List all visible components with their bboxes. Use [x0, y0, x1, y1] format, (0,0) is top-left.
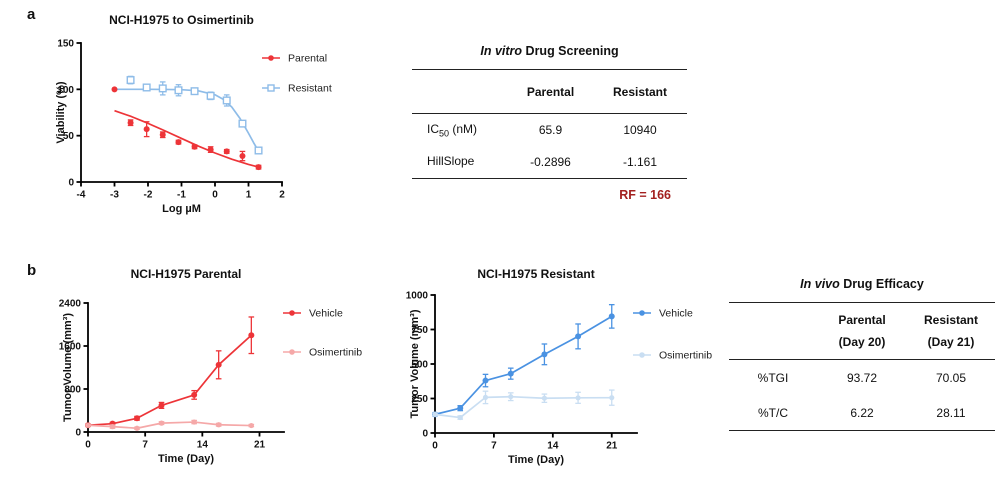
panel-a-label: a: [27, 6, 36, 23]
svg-text:2400: 2400: [59, 299, 82, 310]
in-vivo-table: In vivo Drug Efficacy Parental (Day 20) R…: [729, 272, 995, 431]
in-vivo-title-italic: In vivo: [800, 277, 840, 291]
hillslope-parental-value: -0.2896: [530, 155, 571, 169]
in-vivo-header-row: Parental (Day 20) Resistant (Day 21): [729, 303, 995, 360]
svg-text:100: 100: [57, 85, 74, 96]
hillslope-row-label: HillSlope: [427, 153, 475, 168]
svg-text:750: 750: [411, 325, 428, 336]
svg-text:50: 50: [63, 131, 75, 142]
svg-text:14: 14: [197, 440, 209, 451]
in-vitro-title-italic: In vitro: [480, 44, 523, 58]
svg-text:0: 0: [68, 178, 74, 189]
svg-text:14: 14: [547, 441, 559, 452]
hillslope-resistant-value: -1.161: [622, 155, 658, 169]
col-header-resistant: Resistant: [612, 84, 668, 99]
in-vivo-title-rest: Drug Efficacy: [839, 277, 924, 291]
svg-text:Time (Day): Time (Day): [158, 453, 214, 465]
svg-text:Resistant: Resistant: [288, 83, 332, 95]
ic50-row: IC50 (nM) 65.9 10940: [412, 114, 687, 146]
in-vivo-table-body: Parental (Day 20) Resistant (Day 21) %TGI …: [729, 302, 995, 431]
svg-text:-1: -1: [177, 190, 186, 201]
svg-text:1000: 1000: [406, 291, 429, 302]
tc-row: %T/C 6.22 28.11: [729, 395, 995, 430]
svg-text:Time (Day): Time (Day): [508, 454, 564, 466]
svg-text:Vehicle: Vehicle: [309, 308, 343, 320]
svg-text:0: 0: [212, 190, 218, 201]
svg-text:NCI-H1975 Resistant: NCI-H1975 Resistant: [477, 267, 594, 281]
svg-text:2: 2: [279, 190, 285, 201]
svg-text:Vehicle: Vehicle: [659, 308, 693, 320]
tc-resistant-value: 28.11: [936, 405, 966, 420]
resistance-factor-note: RF = 166: [619, 188, 671, 202]
svg-text:0: 0: [432, 441, 438, 452]
svg-text:Parental: Parental: [288, 53, 327, 65]
in-vitro-table-body: Parental Resistant IC50 (nM) 65.9 10940 …: [412, 69, 687, 179]
in-vitro-title-rest: Drug Screening: [522, 44, 619, 58]
ic50-parental-value: 65.9: [538, 123, 563, 137]
panel-b-label: b: [27, 262, 37, 279]
svg-text:21: 21: [254, 440, 266, 451]
ic50-resistant-value: 10940: [623, 123, 657, 137]
svg-text:Log µM: Log µM: [162, 203, 201, 215]
svg-text:-4: -4: [77, 190, 86, 201]
svg-text:Viability (%): Viability (%): [55, 81, 67, 143]
svg-text:7: 7: [142, 440, 148, 451]
svg-text:Tumor Volume (mm³): Tumor Volume (mm³): [62, 313, 74, 422]
svg-text:150: 150: [57, 39, 74, 50]
svg-text:NCI-H1975 Parental: NCI-H1975 Parental: [131, 267, 242, 281]
svg-text:NCI-H1975 to Osimertinib: NCI-H1975 to Osimertinib: [109, 13, 254, 27]
col-header-parental: Parental: [526, 84, 575, 99]
ic50-row-label: IC50 (nM): [427, 121, 478, 139]
svg-text:-2: -2: [144, 190, 153, 201]
svg-text:1: 1: [246, 190, 252, 201]
svg-text:0: 0: [422, 429, 428, 440]
tc-row-label: %T/C: [758, 405, 788, 420]
col-header-parental: Parental (Day 20): [838, 312, 886, 349]
tgi-resistant-value: 70.05: [935, 370, 967, 385]
tgi-row-label: %TGI: [757, 370, 789, 385]
in-vitro-table-title: In vitro Drug Screening: [412, 36, 687, 69]
svg-text:0: 0: [85, 440, 91, 451]
col-header-resistant: Resistant (Day 21): [923, 312, 979, 349]
svg-text:Osimertinib: Osimertinib: [309, 347, 362, 359]
in-vivo-table-title: In vivo Drug Efficacy: [729, 272, 995, 302]
resistant-tumor-growth-chart: 0 7 14 21 0 250 500 750 1000 NCI-H1975 Resistant T…: [406, 267, 713, 466]
svg-text:800: 800: [64, 385, 81, 396]
in-vitro-header-row: Parental Resistant: [412, 70, 687, 114]
svg-text:Tumor Volume (mm³): Tumor Volume (mm³): [409, 309, 421, 418]
in-vitro-table: In vitro Drug Screening Parental Resista…: [412, 36, 687, 202]
svg-text:0: 0: [75, 428, 81, 439]
tgi-parental-value: 93.72: [846, 370, 878, 385]
svg-text:250: 250: [411, 394, 428, 405]
hillslope-row: HillSlope -0.2896 -1.161: [412, 146, 687, 178]
svg-text:500: 500: [411, 360, 428, 371]
dose-response-chart: -4 -3 -2 -1 0 1 2 0 50 100 150 NCI-H1975 to Osimert…: [55, 13, 332, 215]
tc-parental-value: 6.22: [850, 405, 874, 420]
svg-text:Osimertinib: Osimertinib: [659, 350, 712, 362]
svg-text:1600: 1600: [59, 342, 82, 353]
svg-text:7: 7: [491, 441, 497, 452]
svg-text:21: 21: [606, 441, 618, 452]
svg-text:-3: -3: [110, 190, 119, 201]
parental-tumor-growth-chart: 0 7 14 21 0 800 1600 2400 NCI-H1975 Parental Time…: [59, 267, 363, 465]
tgi-row: %TGI 93.72 70.05: [729, 360, 995, 395]
